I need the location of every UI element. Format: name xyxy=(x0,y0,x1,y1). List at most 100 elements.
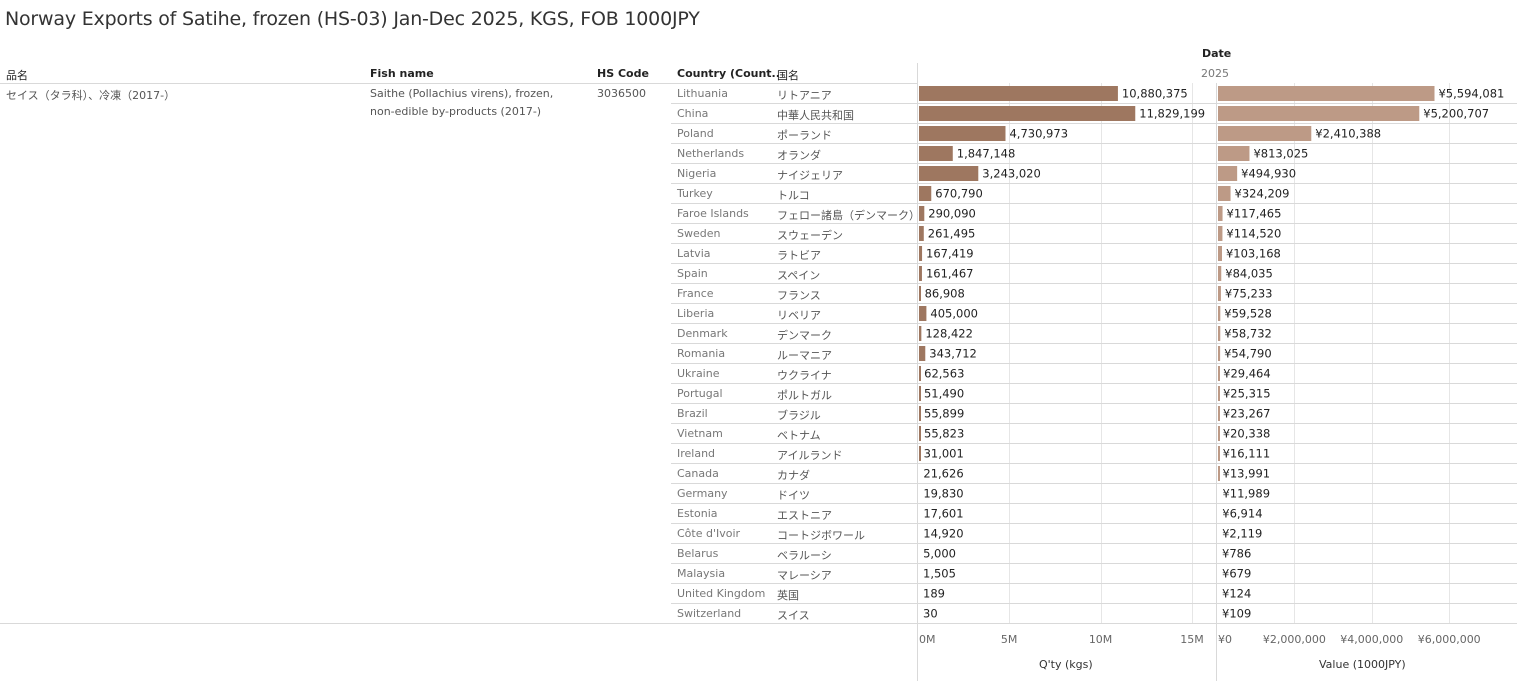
country-name[interactable]: Sweden xyxy=(677,227,721,240)
country-name-jp[interactable]: ベラルーシ xyxy=(777,549,832,562)
value-bar[interactable] xyxy=(1218,126,1312,141)
country-name[interactable]: Denmark xyxy=(677,327,728,340)
product-fish-name-line2[interactable]: non-edible by-products (2017-) xyxy=(370,105,542,118)
qty-bar[interactable] xyxy=(919,286,921,301)
qty-bar[interactable] xyxy=(919,206,925,221)
col-header-country[interactable]: Country (Count.. xyxy=(677,67,780,80)
qty-bar[interactable] xyxy=(919,246,923,261)
country-name[interactable]: Portugal xyxy=(677,387,723,400)
country-name[interactable]: Spain xyxy=(677,267,708,280)
value-bar[interactable] xyxy=(1218,106,1420,121)
country-name[interactable]: Côte d'Ivoir xyxy=(677,527,741,540)
country-name-jp[interactable]: リベリア xyxy=(777,309,821,322)
value-bar[interactable] xyxy=(1218,406,1220,421)
value-bar[interactable] xyxy=(1218,206,1223,221)
country-name-jp[interactable]: ポーランド xyxy=(777,129,832,142)
qty-bar[interactable] xyxy=(919,86,1118,101)
country-name-jp[interactable]: ベトナム xyxy=(777,429,821,442)
value-bar[interactable] xyxy=(1218,386,1220,401)
country-name[interactable]: Latvia xyxy=(677,247,711,260)
value-bar[interactable] xyxy=(1218,346,1221,361)
qty-bar[interactable] xyxy=(919,446,921,461)
country-name-jp[interactable]: スウェーデン xyxy=(777,229,843,242)
country-name-jp[interactable]: リトアニア xyxy=(777,89,832,102)
country-name-jp[interactable]: カナダ xyxy=(777,469,810,482)
qty-bar[interactable] xyxy=(919,306,927,321)
country-name[interactable]: Liberia xyxy=(677,307,715,320)
qty-bar[interactable] xyxy=(919,266,922,281)
country-name[interactable]: Ireland xyxy=(677,447,716,460)
country-name-jp[interactable]: ナイジェリア xyxy=(777,169,843,182)
qty-bar[interactable] xyxy=(919,146,953,161)
qty-bar[interactable] xyxy=(919,406,921,421)
country-name-jp[interactable]: ブラジル xyxy=(777,409,821,422)
qty-bar[interactable] xyxy=(919,366,921,381)
country-name-jp[interactable]: コートジボワール xyxy=(777,529,865,542)
country-name-jp[interactable]: オランダ xyxy=(777,149,821,162)
year-header[interactable]: 2025 xyxy=(1201,67,1229,80)
value-bar[interactable] xyxy=(1218,266,1222,281)
product-jp-name[interactable]: セイス（タラ科）、冷凍（2017-） xyxy=(6,89,176,102)
country-name-jp[interactable]: 中華人民共和国 xyxy=(777,109,854,122)
value-bar[interactable] xyxy=(1218,326,1221,341)
country-name[interactable]: Canada xyxy=(677,467,719,480)
qty-bar[interactable] xyxy=(919,106,1136,121)
value-bar[interactable] xyxy=(1218,86,1435,101)
country-name[interactable]: Estonia xyxy=(677,507,718,520)
country-name[interactable]: Germany xyxy=(677,487,728,500)
product-hs-code[interactable]: 3036500 xyxy=(597,87,646,100)
col-header-fish-name[interactable]: Fish name xyxy=(370,67,434,80)
qty-bar[interactable] xyxy=(919,126,1006,141)
country-name[interactable]: Netherlands xyxy=(677,147,745,160)
country-name[interactable]: Switzerland xyxy=(677,607,742,620)
country-name-jp[interactable]: ルーマニア xyxy=(777,349,832,362)
country-name-jp[interactable]: ポルトガル xyxy=(777,389,832,402)
country-name[interactable]: Romania xyxy=(677,347,726,360)
country-name-jp[interactable]: スペイン xyxy=(777,269,821,282)
country-name[interactable]: Vietnam xyxy=(677,427,723,440)
value-bar[interactable] xyxy=(1218,246,1222,261)
country-name-jp[interactable]: エストニア xyxy=(777,509,832,522)
country-name[interactable]: Ukraine xyxy=(677,367,720,380)
col-header-jp-name[interactable]: 品名 xyxy=(6,69,28,82)
qty-bar[interactable] xyxy=(919,186,932,201)
qty-bar[interactable] xyxy=(919,226,924,241)
value-bar[interactable] xyxy=(1218,146,1250,161)
date-header[interactable]: Date xyxy=(1202,47,1232,60)
qty-bar[interactable] xyxy=(919,426,921,441)
col-header-country-jp[interactable]: 国名 xyxy=(777,69,799,82)
value-bar[interactable] xyxy=(1218,466,1220,481)
value-bar[interactable] xyxy=(1218,226,1223,241)
country-name[interactable]: France xyxy=(677,287,714,300)
country-name[interactable]: Poland xyxy=(677,127,714,140)
country-name[interactable]: Malaysia xyxy=(677,567,726,580)
country-name-jp[interactable]: 英国 xyxy=(777,589,799,602)
value-bar[interactable] xyxy=(1218,186,1231,201)
value-bar[interactable] xyxy=(1218,366,1220,381)
value-bar[interactable] xyxy=(1218,286,1221,301)
country-name-jp[interactable]: アイルランド xyxy=(777,449,843,462)
country-name-jp[interactable]: ラトビア xyxy=(777,249,821,262)
qty-bar[interactable] xyxy=(919,326,922,341)
country-name-jp[interactable]: スイス xyxy=(777,609,810,622)
value-bar[interactable] xyxy=(1218,306,1221,321)
col-header-hs-code[interactable]: HS Code xyxy=(597,67,649,80)
qty-bar[interactable] xyxy=(919,166,979,181)
country-name[interactable]: Nigeria xyxy=(677,167,717,180)
country-name-jp[interactable]: ドイツ xyxy=(777,489,810,502)
value-bar[interactable] xyxy=(1218,426,1220,441)
country-name-jp[interactable]: トルコ xyxy=(777,189,810,202)
product-fish-name-line1[interactable]: Saithe (Pollachius virens), frozen, xyxy=(370,87,554,100)
country-name-jp[interactable]: マレーシア xyxy=(777,569,832,582)
qty-bar[interactable] xyxy=(919,346,926,361)
country-name[interactable]: China xyxy=(677,107,709,120)
qty-bar[interactable] xyxy=(919,386,921,401)
country-name-jp[interactable]: デンマーク xyxy=(777,329,832,342)
country-name-jp[interactable]: フランス xyxy=(777,289,821,302)
country-name-jp[interactable]: フェロー諸島（デンマーク） xyxy=(777,209,920,222)
country-name[interactable]: Faroe Islands xyxy=(677,207,749,220)
country-name[interactable]: Brazil xyxy=(677,407,708,420)
value-bar[interactable] xyxy=(1218,166,1238,181)
country-name-jp[interactable]: ウクライナ xyxy=(777,369,832,382)
country-name[interactable]: Belarus xyxy=(677,547,719,560)
